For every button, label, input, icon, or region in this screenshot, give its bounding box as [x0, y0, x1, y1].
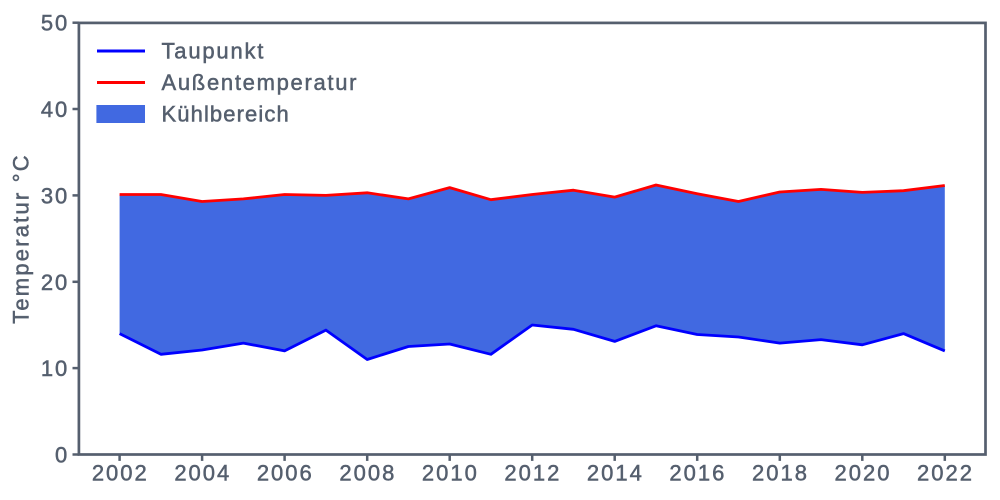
svg-text:Temperatur °C: Temperatur °C [9, 153, 34, 324]
svg-text:2016: 2016 [669, 460, 726, 485]
svg-text:2018: 2018 [752, 460, 809, 485]
svg-text:10: 10 [41, 356, 69, 381]
svg-text:2002: 2002 [92, 460, 149, 485]
svg-text:30: 30 [41, 183, 69, 208]
svg-text:50: 50 [41, 11, 69, 36]
svg-text:Kühlbereich: Kühlbereich [162, 102, 290, 127]
svg-text:2012: 2012 [504, 460, 561, 485]
svg-text:2014: 2014 [587, 460, 644, 485]
svg-text:2004: 2004 [174, 460, 231, 485]
svg-text:2006: 2006 [257, 460, 314, 485]
svg-text:40: 40 [41, 97, 69, 122]
svg-text:2022: 2022 [917, 460, 974, 485]
svg-text:2020: 2020 [835, 460, 892, 485]
svg-text:20: 20 [41, 270, 69, 295]
svg-text:0: 0 [55, 443, 69, 468]
svg-text:Taupunkt: Taupunkt [162, 39, 266, 64]
svg-text:2010: 2010 [422, 460, 479, 485]
svg-text:2008: 2008 [339, 460, 396, 485]
svg-text:Außentemperatur: Außentemperatur [162, 70, 359, 95]
